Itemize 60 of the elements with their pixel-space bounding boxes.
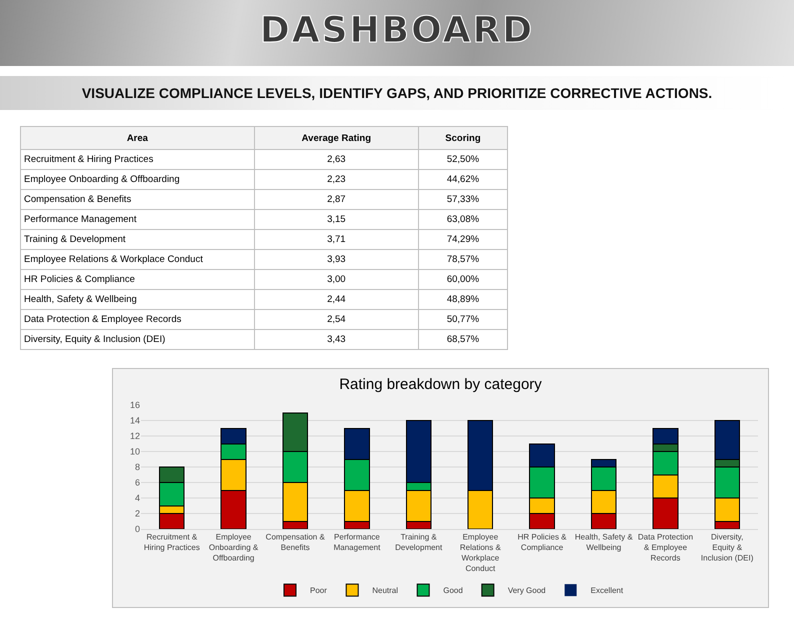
data-label: 57,33%: [418, 190, 508, 210]
data-label: 2,23: [254, 170, 418, 190]
data-label: 3,15: [254, 210, 418, 230]
data-label: 74,29%: [418, 230, 508, 250]
category-label: HR Policies & Compliance: [20, 270, 254, 290]
category-label: Compensation & Benefits: [20, 190, 254, 210]
data-label: 63,08%: [418, 210, 508, 230]
x-tick-label: HR Policies & Compliance: [518, 532, 568, 552]
category-label: Performance Management: [20, 210, 254, 230]
x-tick-label: Employee Onboarding & Offboarding: [208, 532, 259, 562]
y-tick-label: 0: [134, 524, 140, 534]
data-label: 3,43: [254, 330, 418, 350]
x-tick-label: Diversity, Equity & Inclusion (DEI): [700, 532, 754, 562]
category-label: Data Protection & Employee Records: [20, 310, 254, 330]
y-tick-label: 6: [134, 478, 140, 488]
x-tick-label: Performance Management: [334, 532, 382, 552]
x-tick-label: Health, Safety & Wellbeing: [574, 532, 634, 552]
y-tick-label: 12: [130, 431, 140, 442]
x-tick-label: Training & Development: [395, 532, 443, 552]
data-label: 44,62%: [418, 170, 508, 190]
legend-label: Very Good: [508, 586, 546, 596]
x-tick-label: Employee Relations & Workplace Conduct: [460, 532, 502, 573]
category-label: Employee Relations & Workplace Conduct: [20, 250, 254, 270]
chart-title: Rating breakdown by category: [339, 376, 542, 394]
data-label: 3,71: [254, 230, 418, 250]
y-tick-label: 4: [134, 493, 140, 504]
category-label: Employee Onboarding & Offboarding: [20, 170, 254, 190]
text: Scoring: [418, 126, 508, 150]
x-tick-label: Recruitment & Hiring Practices: [144, 532, 200, 552]
data-label: 2,44: [254, 290, 418, 310]
data-label: 3,00: [254, 270, 418, 290]
data-label: 3,93: [254, 250, 418, 270]
data-label: 52,50%: [418, 150, 508, 170]
category-label: Training & Development: [20, 230, 254, 250]
y-tick-label: 2: [134, 508, 140, 519]
data-label: 68,57%: [418, 330, 508, 350]
data-label: 2,54: [254, 310, 418, 330]
y-tick-label: 16: [130, 400, 140, 410]
legend-label: Excellent: [590, 586, 624, 596]
text: VISUALIZE COMPLIANCE LEVELS, IDENTIFY GAPS, AND PRIORITIZE CORRECTIVE ACTIONS.: [0, 76, 794, 110]
data-label: 48,89%: [418, 290, 508, 310]
category-label: Diversity, Equity & Inclusion (DEI): [20, 330, 254, 350]
legend-label: Poor: [310, 586, 328, 596]
text: DASHBOARD: [258, 9, 536, 51]
y-tick-label: 10: [130, 446, 140, 457]
data-label: 50,77%: [418, 310, 508, 330]
data-label: 78,57%: [418, 250, 508, 270]
y-tick-label: 14: [130, 416, 140, 426]
y-tick-label: 8: [134, 462, 140, 472]
data-label: 60,00%: [418, 270, 508, 290]
data-label: 2,87: [254, 190, 418, 210]
category-label: Recruitment & Hiring Practices: [20, 150, 254, 170]
legend-label: Neutral: [372, 586, 398, 596]
legend-label: Good: [443, 586, 463, 596]
text: Average Rating: [254, 126, 418, 150]
x-tick-label: Data Protection & Employee Records: [638, 532, 694, 562]
data-label: 2,63: [254, 150, 418, 170]
text: Area: [20, 126, 254, 150]
x-tick-label: Compensation & Benefits: [266, 532, 326, 552]
category-label: Health, Safety & Wellbeing: [20, 290, 254, 310]
